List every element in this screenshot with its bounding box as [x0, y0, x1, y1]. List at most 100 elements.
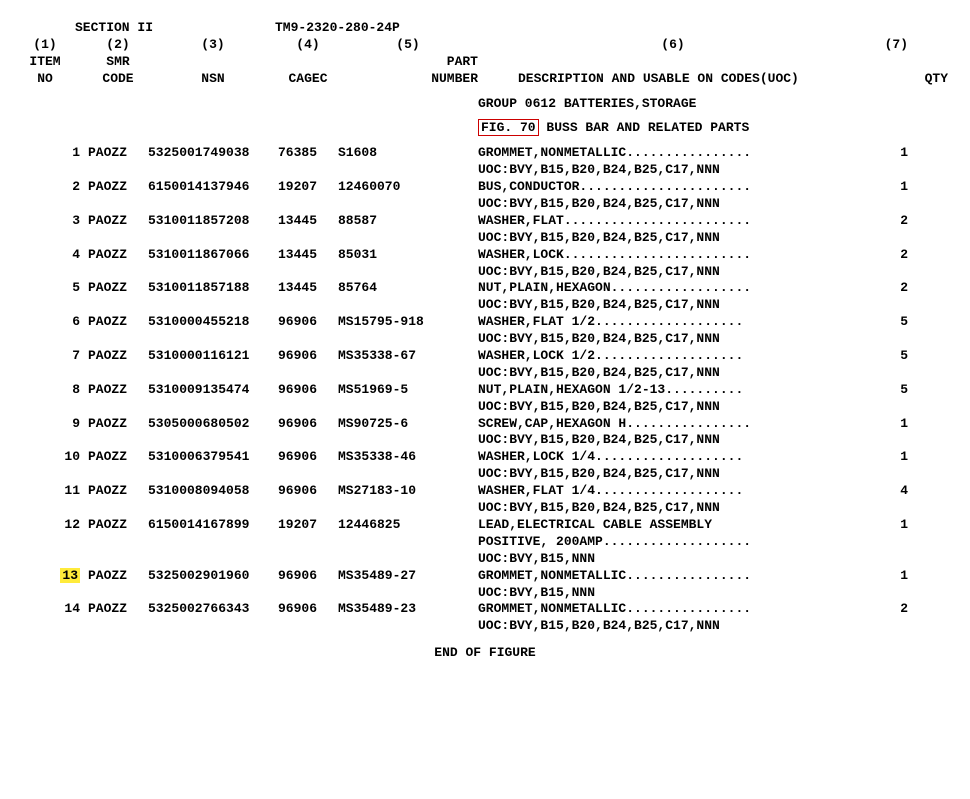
- group-line: GROUP 0612 BATTERIES,STORAGE: [10, 96, 960, 113]
- nsn: 5310000455218: [148, 314, 278, 331]
- hdr-nsn: NSN: [148, 71, 278, 88]
- header-numbers: (1) (2) (3) (4) (5) (6) (7): [10, 37, 960, 54]
- item-no: 12: [10, 517, 88, 534]
- item-no: 6: [10, 314, 88, 331]
- table-row: 8PAOZZ531000913547496906MS51969-5NUT,PLA…: [10, 382, 960, 399]
- hdr-col7: (7): [868, 37, 908, 54]
- nsn: 5310009135474: [148, 382, 278, 399]
- qty: 4: [868, 483, 908, 500]
- nsn: 6150014167899: [148, 517, 278, 534]
- smr-code: PAOZZ: [88, 449, 148, 466]
- description: NUT,PLAIN,HEXAGON 1/2-13..........: [478, 382, 868, 399]
- uoc: UOC:BVY,B15,B20,B24,B25,C17,NNN: [478, 432, 868, 449]
- nsn: 5310008094058: [148, 483, 278, 500]
- table-row: 10PAOZZ531000637954196906MS35338-46WASHE…: [10, 449, 960, 466]
- description: SCREW,CAP,HEXAGON H................: [478, 416, 868, 433]
- uoc: UOC:BVY,B15,B20,B24,B25,C17,NNN: [478, 399, 868, 416]
- qty: 2: [868, 247, 908, 264]
- nsn: 6150014137946: [148, 179, 278, 196]
- table-row-uoc: UOC:BVY,B15,B20,B24,B25,C17,NNN: [10, 264, 960, 281]
- hdr-desc: DESCRIPTION AND USABLE ON CODES(UOC): [518, 71, 908, 88]
- nsn: 5305000680502: [148, 416, 278, 433]
- smr-code: PAOZZ: [88, 348, 148, 365]
- smr-code: PAOZZ: [88, 247, 148, 264]
- smr-code: PAOZZ: [88, 382, 148, 399]
- table-row-uoc: UOC:BVY,B15,B20,B24,B25,C17,NNN: [10, 297, 960, 314]
- hdr-cagec: CAGEC: [278, 71, 338, 88]
- nsn: 5310011867066: [148, 247, 278, 264]
- hdr-col6: (6): [478, 37, 868, 54]
- table-row-uoc: UOC:BVY,B15,B20,B24,B25,C17,NNN: [10, 365, 960, 382]
- table-row: 13PAOZZ532500290196096906MS35489-27GROMM…: [10, 568, 960, 585]
- cagec: 96906: [278, 449, 338, 466]
- table-row: 14PAOZZ532500276634396906MS35489-23GROMM…: [10, 601, 960, 618]
- item-no: 14: [10, 601, 88, 618]
- table-row-uoc: UOC:BVY,B15,B20,B24,B25,C17,NNN: [10, 618, 960, 635]
- table-row: 7PAOZZ531000011612196906MS35338-67WASHER…: [10, 348, 960, 365]
- table-row-extra: POSITIVE, 200AMP...................: [10, 534, 960, 551]
- part-number: MS90725-6: [338, 416, 478, 433]
- smr-code: PAOZZ: [88, 314, 148, 331]
- figure-line: FIG. 70 BUSS BAR AND RELATED PARTS: [10, 120, 960, 137]
- description: LEAD,ELECTRICAL CABLE ASSEMBLY: [478, 517, 868, 534]
- uoc: UOC:BVY,B15,B20,B24,B25,C17,NNN: [478, 365, 868, 382]
- description-extra: POSITIVE, 200AMP...................: [478, 534, 868, 551]
- hdr-col4: (4): [278, 37, 338, 54]
- item-list: 1PAOZZ532500174903876385S1608GROMMET,NON…: [10, 145, 960, 635]
- section-label: SECTION II: [75, 20, 275, 37]
- qty: 2: [868, 280, 908, 297]
- hdr-qty: QTY: [908, 71, 948, 88]
- item-no: 4: [10, 247, 88, 264]
- cagec: 19207: [278, 517, 338, 534]
- figure-link[interactable]: FIG. 70: [478, 119, 539, 136]
- part-number: 88587: [338, 213, 478, 230]
- cagec: 96906: [278, 382, 338, 399]
- hdr-part: PART: [338, 54, 518, 71]
- cagec: 19207: [278, 179, 338, 196]
- table-row: 1PAOZZ532500174903876385S1608GROMMET,NON…: [10, 145, 960, 162]
- table-row-uoc: UOC:BVY,B15,B20,B24,B25,C17,NNN: [10, 196, 960, 213]
- table-row-uoc: UOC:BVY,B15,B20,B24,B25,C17,NNN: [10, 432, 960, 449]
- description: BUS,CONDUCTOR......................: [478, 179, 868, 196]
- smr-code: PAOZZ: [88, 416, 148, 433]
- cagec: 96906: [278, 416, 338, 433]
- cagec: 96906: [278, 483, 338, 500]
- uoc: UOC:BVY,B15,B20,B24,B25,C17,NNN: [478, 331, 868, 348]
- table-row-uoc: UOC:BVY,B15,NNN: [10, 551, 960, 568]
- smr-code: PAOZZ: [88, 568, 148, 585]
- group-text: GROUP 0612 BATTERIES,STORAGE: [478, 96, 868, 113]
- table-row: 9PAOZZ530500068050296906MS90725-6SCREW,C…: [10, 416, 960, 433]
- end-of-figure: END OF FIGURE: [10, 645, 960, 660]
- cagec: 13445: [278, 213, 338, 230]
- item-no: 7: [10, 348, 88, 365]
- cagec: 13445: [278, 280, 338, 297]
- uoc: UOC:BVY,B15,B20,B24,B25,C17,NNN: [478, 500, 868, 517]
- hdr-item: ITEM: [10, 54, 88, 71]
- qty: 1: [868, 145, 908, 162]
- qty: 5: [868, 382, 908, 399]
- part-number: MS35489-27: [338, 568, 478, 585]
- description: GROMMET,NONMETALLIC................: [478, 568, 868, 585]
- part-number: MS27183-10: [338, 483, 478, 500]
- uoc: UOC:BVY,B15,B20,B24,B25,C17,NNN: [478, 466, 868, 483]
- nsn: 5325001749038: [148, 145, 278, 162]
- part-number: MS35338-46: [338, 449, 478, 466]
- item-no: 5: [10, 280, 88, 297]
- table-row-uoc: UOC:BVY,B15,B20,B24,B25,C17,NNN: [10, 399, 960, 416]
- description: GROMMET,NONMETALLIC................: [478, 601, 868, 618]
- table-row: 3PAOZZ53100118572081344588587WASHER,FLAT…: [10, 213, 960, 230]
- cagec: 96906: [278, 568, 338, 585]
- table-row: 11PAOZZ531000809405896906MS27183-10WASHE…: [10, 483, 960, 500]
- part-number: 12460070: [338, 179, 478, 196]
- table-row-uoc: UOC:BVY,B15,B20,B24,B25,C17,NNN: [10, 500, 960, 517]
- description: WASHER,FLAT 1/2...................: [478, 314, 868, 331]
- qty: 1: [868, 416, 908, 433]
- qty: 1: [868, 449, 908, 466]
- table-row-uoc: UOC:BVY,B15,B20,B24,B25,C17,NNN: [10, 466, 960, 483]
- nsn: 5310006379541: [148, 449, 278, 466]
- part-number: 12446825: [338, 517, 478, 534]
- part-number: 85031: [338, 247, 478, 264]
- part-number: MS35489-23: [338, 601, 478, 618]
- nsn: 5325002766343: [148, 601, 278, 618]
- table-row: 6PAOZZ531000045521896906MS15795-918WASHE…: [10, 314, 960, 331]
